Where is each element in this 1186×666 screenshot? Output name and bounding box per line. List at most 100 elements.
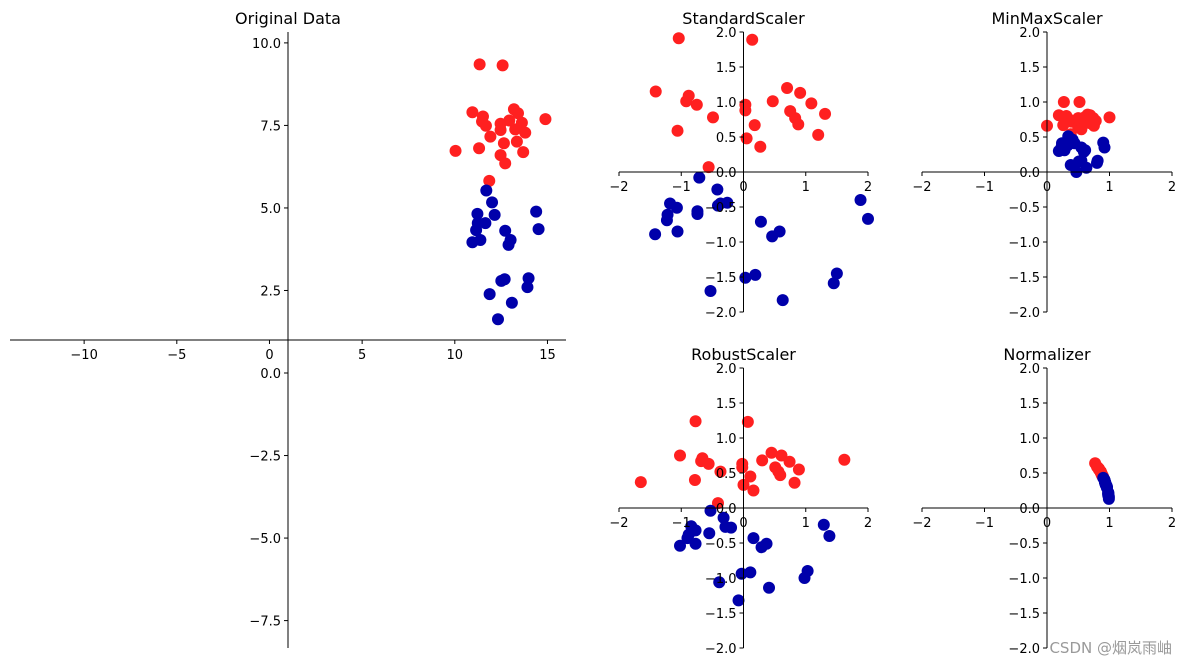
point-blue	[674, 539, 687, 552]
point-red	[747, 484, 760, 497]
point-red	[449, 144, 462, 157]
y-tick-label: 5.0	[260, 202, 281, 217]
point-blue	[488, 208, 501, 221]
point-blue	[479, 217, 492, 230]
point-red	[744, 470, 757, 483]
point-red	[1073, 96, 1086, 108]
point-blue	[499, 224, 512, 237]
point-blue	[670, 201, 683, 214]
x-tick-label: −1	[975, 180, 994, 195]
point-red	[706, 111, 719, 124]
point-red	[765, 446, 778, 459]
x-tick-label: 1	[802, 180, 810, 195]
point-red	[805, 97, 818, 110]
subplot-original-data: −10 −5 0 5 10 15 −7.5 −5.0 −2.5 0.0 2.5 5.0 7.5 10.0 O…	[10, 9, 566, 648]
y-tick-label: 1.0	[716, 432, 737, 447]
y-tick-label: −1.0	[1008, 572, 1040, 587]
y-tick-label: −7.5	[249, 615, 281, 630]
point-blue	[521, 281, 534, 294]
point-red	[736, 461, 749, 474]
point-red	[496, 59, 509, 72]
y-tick-label: 1.5	[716, 397, 737, 412]
y-tick-label: −2.0	[1008, 642, 1040, 657]
y-tick-label: −2.0	[705, 306, 737, 321]
point-blue	[713, 576, 726, 589]
subplot-title: MinMaxScaler	[991, 9, 1103, 28]
y-tick-label: 2.0	[716, 362, 737, 377]
point-red	[473, 142, 486, 155]
y-tick-label: 0.0	[260, 367, 281, 382]
x-tick-label: 2	[1168, 180, 1176, 195]
point-red	[794, 86, 807, 99]
point-blue	[717, 511, 730, 524]
y-tick-label: −2.0	[1008, 306, 1040, 321]
x-tick-label: −1	[672, 180, 691, 195]
point-blue	[470, 224, 483, 237]
point-red	[740, 132, 753, 145]
point-red	[511, 107, 524, 120]
point-red	[689, 415, 702, 428]
point-blue	[830, 267, 843, 280]
point-blue	[660, 214, 673, 227]
point-red	[746, 33, 759, 46]
point-blue	[1091, 156, 1103, 169]
point-blue	[776, 294, 789, 307]
x-tick-label: −2	[912, 180, 931, 195]
point-red	[775, 449, 788, 462]
point-red	[499, 157, 512, 170]
y-tick-label: −1.0	[705, 572, 737, 587]
point-blue	[486, 196, 499, 209]
point-red	[792, 463, 805, 476]
point-blue	[773, 225, 786, 238]
y-tick-label: −1.5	[705, 607, 737, 622]
point-red	[783, 455, 796, 468]
point-blue	[691, 208, 704, 220]
point-blue	[721, 196, 734, 209]
point-red	[756, 454, 769, 467]
y-tick-label: 2.0	[1019, 362, 1040, 377]
point-red	[1075, 123, 1088, 136]
point-blue	[502, 238, 515, 251]
y-tick-label: 1.0	[716, 96, 737, 111]
subplot-title: RobustScaler	[691, 345, 796, 364]
point-blue	[854, 194, 867, 206]
point-red	[517, 146, 530, 159]
point-blue	[471, 207, 484, 220]
point-red	[1087, 119, 1100, 132]
point-red	[838, 453, 851, 466]
watermark: CSDN @烟岚雨岫	[1049, 639, 1172, 657]
point-red	[634, 476, 647, 489]
point-red	[494, 124, 507, 137]
point-red	[509, 123, 522, 136]
point-blue	[725, 521, 738, 534]
point-red	[649, 85, 662, 98]
point-red	[812, 128, 825, 141]
subplot-minmaxscaler: −2 −1 0 1 2 −2.0 −1.5 −1.0 −0.5 0.0 0.5 1.0 1.5 2.0Mi…	[912, 9, 1176, 321]
point-red	[466, 106, 479, 119]
point-red	[741, 415, 754, 428]
point-blue	[689, 537, 702, 550]
x-tick-label: 1	[802, 516, 810, 531]
y-tick-label: 1.5	[1019, 61, 1040, 76]
x-tick-label: −2	[609, 180, 628, 195]
y-tick-label: −5.0	[249, 532, 281, 547]
y-tick-label: −2.5	[249, 450, 281, 465]
x-tick-label: 1	[1105, 516, 1113, 531]
subplot-standardscaler: −2 −1 0 1 2 −2.0 −1.5 −1.0 −0.5 0.0 0.5 1.0 1.5 2.0St…	[609, 9, 874, 321]
point-red	[819, 107, 832, 120]
point-blue	[704, 504, 717, 517]
x-tick-label: 0	[1043, 516, 1051, 531]
point-red	[702, 457, 715, 470]
x-tick-label: 1	[1105, 180, 1113, 195]
point-red	[754, 140, 767, 153]
point-red	[702, 161, 715, 174]
point-red	[473, 58, 486, 71]
point-blue	[505, 296, 518, 309]
x-tick-label: −5	[167, 348, 186, 363]
x-tick-label: 0	[739, 180, 747, 195]
point-blue	[483, 288, 496, 301]
point-blue	[823, 530, 836, 542]
subplot-title: StandardScaler	[682, 9, 805, 28]
point-blue	[703, 527, 716, 540]
